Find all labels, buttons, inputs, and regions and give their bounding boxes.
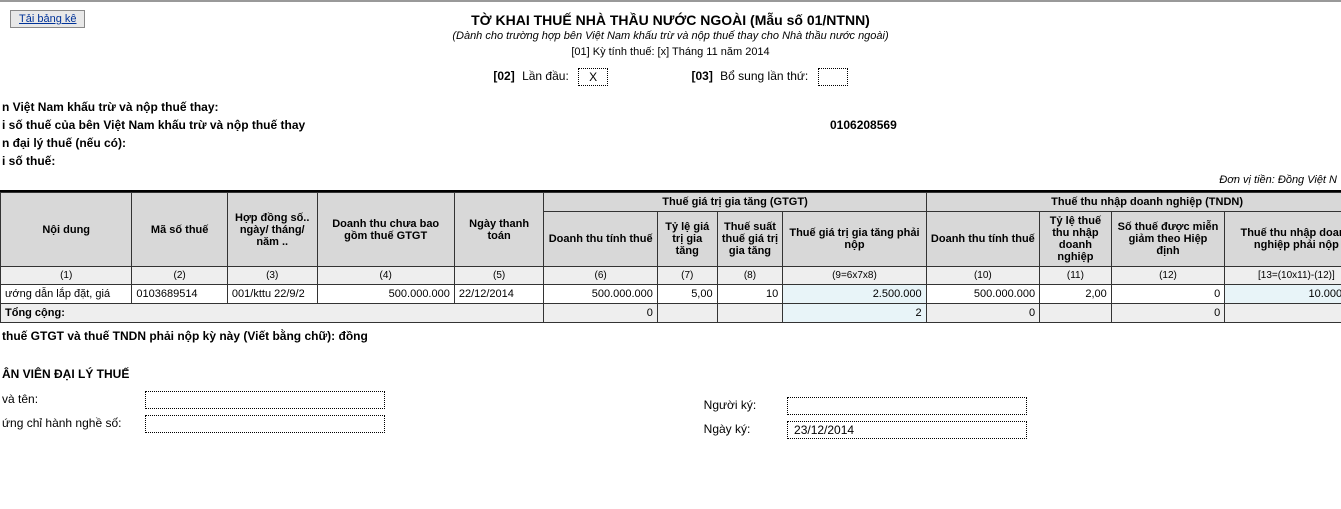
header-line-1: n Việt Nam khấu trừ và nộp thuế thay: xyxy=(2,100,1341,114)
th-group-gtgt: Thuế giá trị gia tăng (GTGT) xyxy=(544,193,926,212)
th-gtgt-due: Thuế giá trị gia tăng phải nộp xyxy=(783,212,926,267)
supplement-label: Bổ sung lần thứ: xyxy=(720,69,808,83)
form-subtitle: (Dành cho trường hợp bên Việt Nam khấu t… xyxy=(0,30,1341,42)
num-c7: (7) xyxy=(657,267,717,285)
footer-right: Người ký: Ngày ký: 23/12/2014 xyxy=(644,367,1315,445)
th-tndn-exempt: Số thuế được miễn giảm theo Hiệp định xyxy=(1111,212,1224,267)
header-line-2-text: i số thuế của bên Việt Nam khấu trừ và n… xyxy=(2,118,305,132)
th-revenue-novat: Doanh thu chưa bao gồm thuế GTGT xyxy=(317,193,454,267)
num-c8: (8) xyxy=(717,267,783,285)
cell-tndn-rev[interactable]: 500.000.000 xyxy=(926,285,1039,304)
th-contract: Hợp đồng số.. ngày/ tháng/ năm .. xyxy=(227,193,317,267)
cell-content[interactable]: ướng dẫn lắp đặt, giá xyxy=(1,285,132,304)
cell-tndn-exempt[interactable]: 0 xyxy=(1111,285,1224,304)
cert-input[interactable] xyxy=(145,415,385,433)
total-c7 xyxy=(657,304,717,323)
th-tndn-rev: Doanh thu tính thuế xyxy=(926,212,1039,267)
num-c9: (9=6x7x8) xyxy=(783,267,926,285)
table-row[interactable]: ướng dẫn lắp đặt, giá 0103689514 001/ktt… xyxy=(1,285,1341,304)
currency-unit-note: Đơn vị tiền: Đồng Việt N xyxy=(0,174,1337,186)
num-c6: (6) xyxy=(544,267,657,285)
header-line-2: i số thuế của bên Việt Nam khấu trừ và n… xyxy=(2,118,1341,132)
th-gtgt-rev: Doanh thu tính thuế xyxy=(544,212,657,267)
first-time-label: Lần đầu: xyxy=(522,69,569,83)
num-c12: (12) xyxy=(1111,267,1224,285)
total-c11 xyxy=(1040,304,1112,323)
first-supplement-row: [02] Lần đầu: X [03] Bổ sung lần thứ: xyxy=(0,68,1341,86)
form-container: Tải bảng kê TỜ KHAI THUẾ NHÀ THẦU NƯỚC N… xyxy=(0,0,1341,509)
name-input[interactable] xyxy=(145,391,385,409)
th-tax-code: Mã số thuế xyxy=(132,193,228,267)
cell-paydate[interactable]: 22/12/2014 xyxy=(454,285,544,304)
cell-tndn-due: 10.000.000 xyxy=(1225,285,1341,304)
total-c12: 0 xyxy=(1111,304,1224,323)
cell-tndn-rate[interactable]: 2,00 xyxy=(1040,285,1112,304)
th-tndn-due: Thuế thu nhập doanh nghiệp phải nộp xyxy=(1225,212,1341,267)
agent-title: ÂN VIÊN ĐẠI LÝ THUẾ xyxy=(2,367,644,381)
num-c5: (5) xyxy=(454,267,544,285)
sign-date-input[interactable]: 23/12/2014 xyxy=(787,421,1027,439)
num-c1: (1) xyxy=(1,267,132,285)
cell-contract[interactable]: 001/kttu 22/9/2 xyxy=(227,285,317,304)
num-c2: (2) xyxy=(132,267,228,285)
th-gtgt-taxrate: Thuế suất thuế giá trị gia tăng xyxy=(717,212,783,267)
header-line-3: n đại lý thuế (nếu có): xyxy=(2,136,1341,150)
first-time-input[interactable]: X xyxy=(578,68,608,86)
supplement-code: [03] xyxy=(691,69,712,83)
num-c10: (10) xyxy=(926,267,1039,285)
th-gtgt-rate: Tỷ lệ giá trị gia tăng xyxy=(657,212,717,267)
total-c10: 0 xyxy=(926,304,1039,323)
num-c13: [13=(10x11)-(12)] xyxy=(1225,267,1341,285)
cell-rev-novat[interactable]: 500.000.000 xyxy=(317,285,454,304)
cell-gtgt-taxrate[interactable]: 10 xyxy=(717,285,783,304)
cell-gtgt-rate[interactable]: 5,00 xyxy=(657,285,717,304)
cell-gtgt-rev[interactable]: 500.000.000 xyxy=(544,285,657,304)
total-label: Tổng cộng: xyxy=(1,304,544,323)
cell-gtgt-due: 2.500.000 xyxy=(783,285,926,304)
num-c11: (11) xyxy=(1040,267,1112,285)
total-c9: 2 xyxy=(783,304,926,323)
first-time-code: [02] xyxy=(493,69,514,83)
sign-date-label: Ngày ký: xyxy=(704,422,784,436)
num-c4: (4) xyxy=(317,267,454,285)
cell-tax-code[interactable]: 0103689514 xyxy=(132,285,228,304)
num-c3: (3) xyxy=(227,267,317,285)
tax-period: [01] Kỳ tính thuế: [x] Tháng 11 năm 2014 xyxy=(0,46,1341,58)
total-row: Tổng cộng: 0 2 0 0 0 xyxy=(1,304,1341,323)
name-label: và tên: xyxy=(2,392,142,406)
signer-label: Người ký: xyxy=(704,398,784,412)
th-pay-date: Ngày thanh toán xyxy=(454,193,544,267)
th-tndn-rate: Tỷ lệ thuế thu nhập doanh nghiệp xyxy=(1040,212,1112,267)
total-c6: 0 xyxy=(544,304,657,323)
signer-input[interactable] xyxy=(787,397,1027,415)
form-title: TỜ KHAI THUẾ NHÀ THẦU NƯỚC NGOÀI (Mẫu số… xyxy=(0,12,1341,28)
table-wrapper: Nội dung Mã số thuế Hợp đồng số.. ngày/ … xyxy=(0,190,1341,323)
th-group-tndn: Thuế thu nhập doanh nghiệp (TNDN) xyxy=(926,193,1341,212)
header-line-4: i số thuế: xyxy=(2,154,1341,168)
footer-left: ÂN VIÊN ĐẠI LÝ THUẾ và tên: ứng chỉ hành… xyxy=(0,367,644,439)
header-info: n Việt Nam khấu trừ và nộp thuế thay: i … xyxy=(0,100,1341,168)
amount-in-words: thuế GTGT và thuế TNDN phải nộp kỳ này (… xyxy=(2,329,1341,343)
tax-table: Nội dung Mã số thuế Hợp đồng số.. ngày/ … xyxy=(0,192,1341,323)
load-appendix-button[interactable]: Tải bảng kê xyxy=(10,10,85,28)
footer-section: ÂN VIÊN ĐẠI LÝ THUẾ và tên: ứng chỉ hành… xyxy=(0,367,1341,445)
cert-label: ứng chỉ hành nghề số: xyxy=(2,416,142,430)
tax-id-value: 0106208569 xyxy=(830,118,897,132)
total-c13: 0 xyxy=(1225,304,1341,323)
th-content: Nội dung xyxy=(1,193,132,267)
supplement-input[interactable] xyxy=(818,68,848,86)
column-number-row: (1) (2) (3) (4) (5) (6) (7) (8) (9=6x7x8… xyxy=(1,267,1341,285)
total-c8 xyxy=(717,304,783,323)
